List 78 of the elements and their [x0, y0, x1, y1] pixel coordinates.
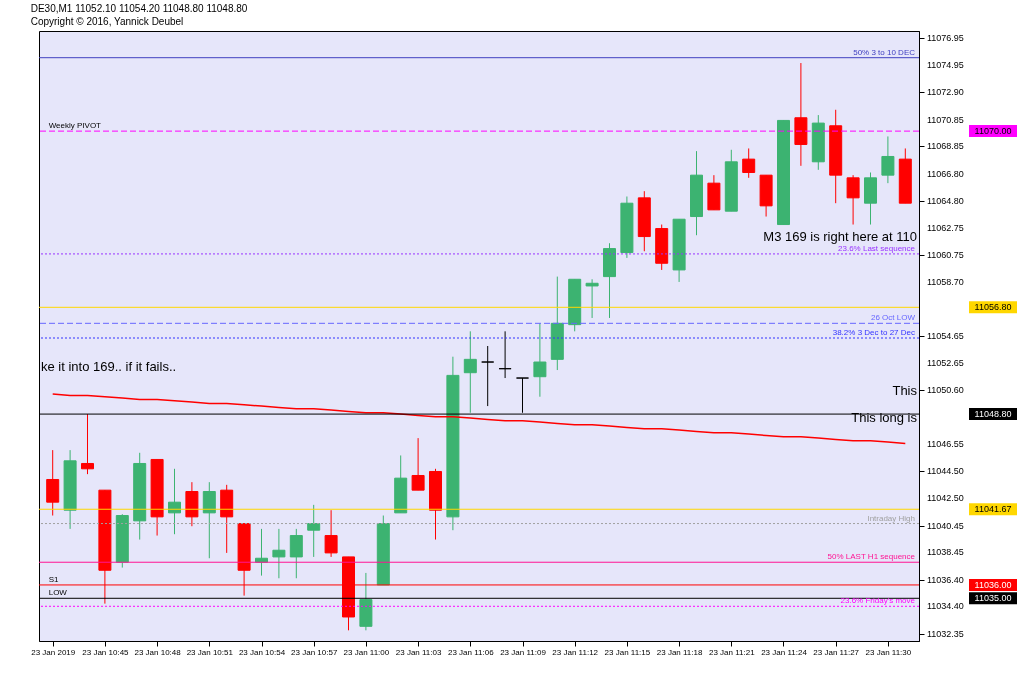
candlestick [481, 345, 495, 407]
y-tick-label: 11070.85 [927, 114, 964, 125]
candlestick [463, 330, 477, 414]
x-tick-label: 23 Jan 10:48 [134, 647, 182, 657]
y-tick-label: 11072.90 [927, 87, 964, 98]
annotation: M3 169 is right here at 110 [763, 228, 917, 244]
annotation: S1 [48, 574, 60, 584]
ref-line-label: 23.6% Last sequence [838, 243, 916, 253]
candlestick [46, 449, 60, 517]
x-tick-label: 23 Jan 11:24 [761, 647, 808, 657]
candlestick [881, 135, 895, 184]
ref-line-label: 26 Oct LOW [870, 313, 916, 323]
annotation: This long is [851, 410, 918, 426]
y-tick-label: 11044.50 [927, 466, 964, 477]
text: 11056.80 [974, 302, 1012, 313]
y-tick-label: 11062.75 [927, 222, 964, 233]
text: 11036.00 [974, 579, 1012, 590]
x-tick-label: 23 Jan 11:21 [708, 647, 756, 657]
text: 11041.67 [974, 504, 1012, 515]
y-tick-label: 11046.55 [927, 439, 964, 450]
candlestick [324, 509, 338, 558]
candlestick [81, 413, 94, 475]
y-tick-label: 11060.75 [927, 249, 964, 260]
y-tick-label: 11032.35 [927, 628, 964, 639]
y-tick-label: 11034.40 [927, 601, 964, 612]
text: 11070.00 [974, 126, 1012, 137]
y-tick-label: 11042.50 [927, 493, 964, 504]
candlestick [411, 437, 425, 491]
x-tick-label: 23 Jan 11:18 [656, 647, 703, 657]
x-tick-label: 23 Jan 10:57 [291, 647, 338, 657]
chart-subtitle: Copyright © 2016, Yannick Deubel [30, 16, 184, 27]
ref-line-label: 23.6% Friday's move [840, 596, 916, 606]
y-tick-label: 11054.65 [927, 331, 964, 341]
annotation: ke it into 169.. if it fails.. [41, 358, 177, 374]
x-tick-label: 23 Jan 11:03 [395, 647, 442, 657]
x-tick-label: 23 Jan 10:45 [82, 647, 130, 657]
x-tick-label: 23 Jan 10:51 [186, 647, 234, 657]
chart-title: DE30,M1 11052.10 11054.20 11048.80 11048.80 [30, 3, 248, 14]
ref-line-label: 38.2% 3 Dec to 27 Dec [832, 328, 915, 337]
text: 11048.80 [974, 409, 1012, 420]
y-tick-label: 11052.65 [927, 357, 964, 368]
y-tick-label: 11040.45 [927, 520, 964, 531]
annotation: LOW [48, 588, 68, 598]
y-tick-label: 11076.95 [927, 33, 964, 44]
candlestick [272, 528, 286, 579]
y-tick-label: 11068.85 [927, 141, 964, 152]
annotation: This [892, 382, 918, 398]
x-tick-label: 23 Jan 11:27 [813, 647, 860, 657]
y-tick-label: 11050.60 [927, 385, 964, 396]
x-tick-label: 23 Jan 11:09 [500, 647, 547, 657]
candlestick [498, 330, 512, 379]
y-tick-label: 11064.80 [927, 195, 964, 206]
annotation: Weekly PIVOT [48, 121, 102, 131]
line-series [51, 393, 907, 445]
y-tick-label: 11038.45 [927, 547, 964, 558]
candlestick [585, 278, 599, 319]
x-tick-label: 23 Jan 11:30 [865, 647, 912, 657]
candlestick [168, 468, 181, 535]
text: 11035.00 [974, 593, 1012, 604]
candlestick [846, 174, 860, 226]
ref-line-label: Intraday High [867, 513, 915, 523]
y-tick-label: 11058.70 [927, 276, 964, 287]
x-tick-label: 23 Jan 10:54 [238, 647, 286, 657]
x-tick-label: 23 Jan 11:00 [343, 647, 390, 657]
x-tick-label: 23 Jan 11:06 [447, 647, 495, 657]
candlestick [307, 504, 321, 558]
y-tick-label: 11036.40 [927, 574, 964, 585]
y-tick-label: 11066.80 [927, 168, 964, 179]
x-tick-label: 23 Jan 11:12 [552, 647, 599, 657]
y-tick-label: 11074.95 [927, 60, 964, 71]
candlestick [742, 147, 756, 179]
candlestick [202, 481, 216, 559]
candlestick [289, 528, 303, 579]
x-tick-label: 23 Jan 11:15 [604, 647, 651, 657]
x-tick-label: 23 Jan 2019 [31, 647, 76, 657]
candlestick [533, 322, 547, 398]
ref-line-label: 50% 3 to 10 DEC [853, 47, 916, 57]
ref-line-label: 50% LAST H1 sequence [827, 552, 916, 562]
